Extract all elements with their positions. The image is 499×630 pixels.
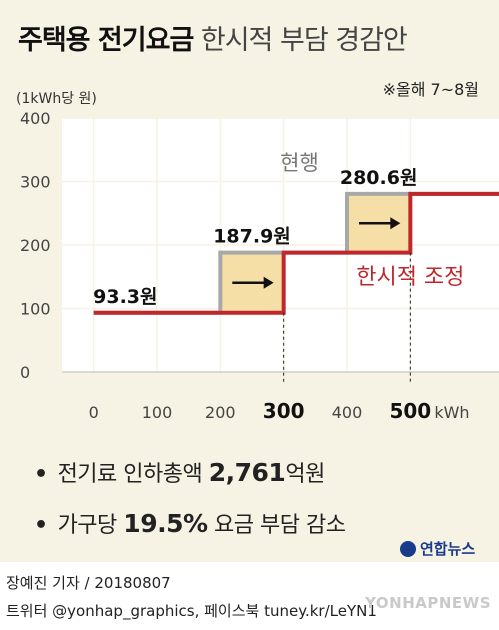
- logo-mark-icon: [400, 540, 416, 557]
- x-tick-label: 300: [263, 399, 305, 423]
- series-label-current: 현행: [280, 151, 319, 175]
- summary-total-unit: 억원: [285, 462, 325, 487]
- y-tick-label: 200: [20, 236, 51, 255]
- yonhap-logo: 연합뉴스: [400, 538, 475, 559]
- credit-line2: 트위터 @yonhap_graphics, 페이스북 tuney.kr/LeYN…: [6, 602, 377, 620]
- x-tick-label: 200: [205, 403, 236, 422]
- credit-line1: 장예진 기자 / 20180807: [6, 574, 171, 592]
- x-tick-label: 0: [89, 403, 99, 422]
- watermark: YONHAPNEWS: [365, 594, 491, 612]
- bullet: •: [34, 462, 48, 487]
- arrow-right-icon: [263, 276, 274, 289]
- price-label: 280.6원: [340, 167, 418, 189]
- y-tick-label: 0: [20, 363, 30, 382]
- price-label: 187.9원: [213, 226, 291, 248]
- summary-total-text: 전기료 인하총액: [57, 462, 203, 487]
- summary-household-unit: 요금 부담 감소: [214, 513, 346, 538]
- x-axis-unit: kWh: [434, 403, 469, 422]
- chart-title: 주택용 전기요금 한시적 부담 경감안: [18, 18, 408, 57]
- summary-household: • 가구당 19.5% 요금 부담 감소: [34, 507, 346, 539]
- y-tick-label: 100: [20, 300, 51, 319]
- x-tick-label: 500: [389, 399, 431, 423]
- title-sub: 한시적 부담 경감안: [200, 25, 408, 56]
- arrow-right-icon: [390, 217, 401, 230]
- y-tick-label: 300: [20, 173, 51, 192]
- y-axis-unit: (1kWh당 원): [16, 91, 97, 107]
- summary-total: • 전기료 인하총액 2,761억원: [34, 456, 325, 488]
- y-tick-label: 400: [20, 109, 51, 128]
- step-chart: 0 100 200 300 400 0 100 200 300 400 500 kWh 93.3원 187…: [20, 109, 499, 423]
- x-tick-label: 100: [142, 403, 173, 422]
- x-tick-label: 400: [332, 403, 363, 422]
- summary-household-value: 19.5%: [123, 509, 208, 538]
- bullet: •: [34, 513, 48, 538]
- period-note: ※올해 7~8월: [382, 80, 479, 99]
- summary-total-value: 2,761: [208, 458, 286, 487]
- price-label: 93.3원: [93, 286, 157, 308]
- logo-text: 연합뉴스: [420, 540, 476, 558]
- adjusted-rate-line: [93, 191, 499, 315]
- footer: [0, 562, 499, 630]
- summary-household-text: 가구당: [57, 513, 118, 538]
- title-main: 주택용 전기요금: [18, 25, 194, 56]
- series-label-adjusted: 한시적 조정: [356, 265, 464, 290]
